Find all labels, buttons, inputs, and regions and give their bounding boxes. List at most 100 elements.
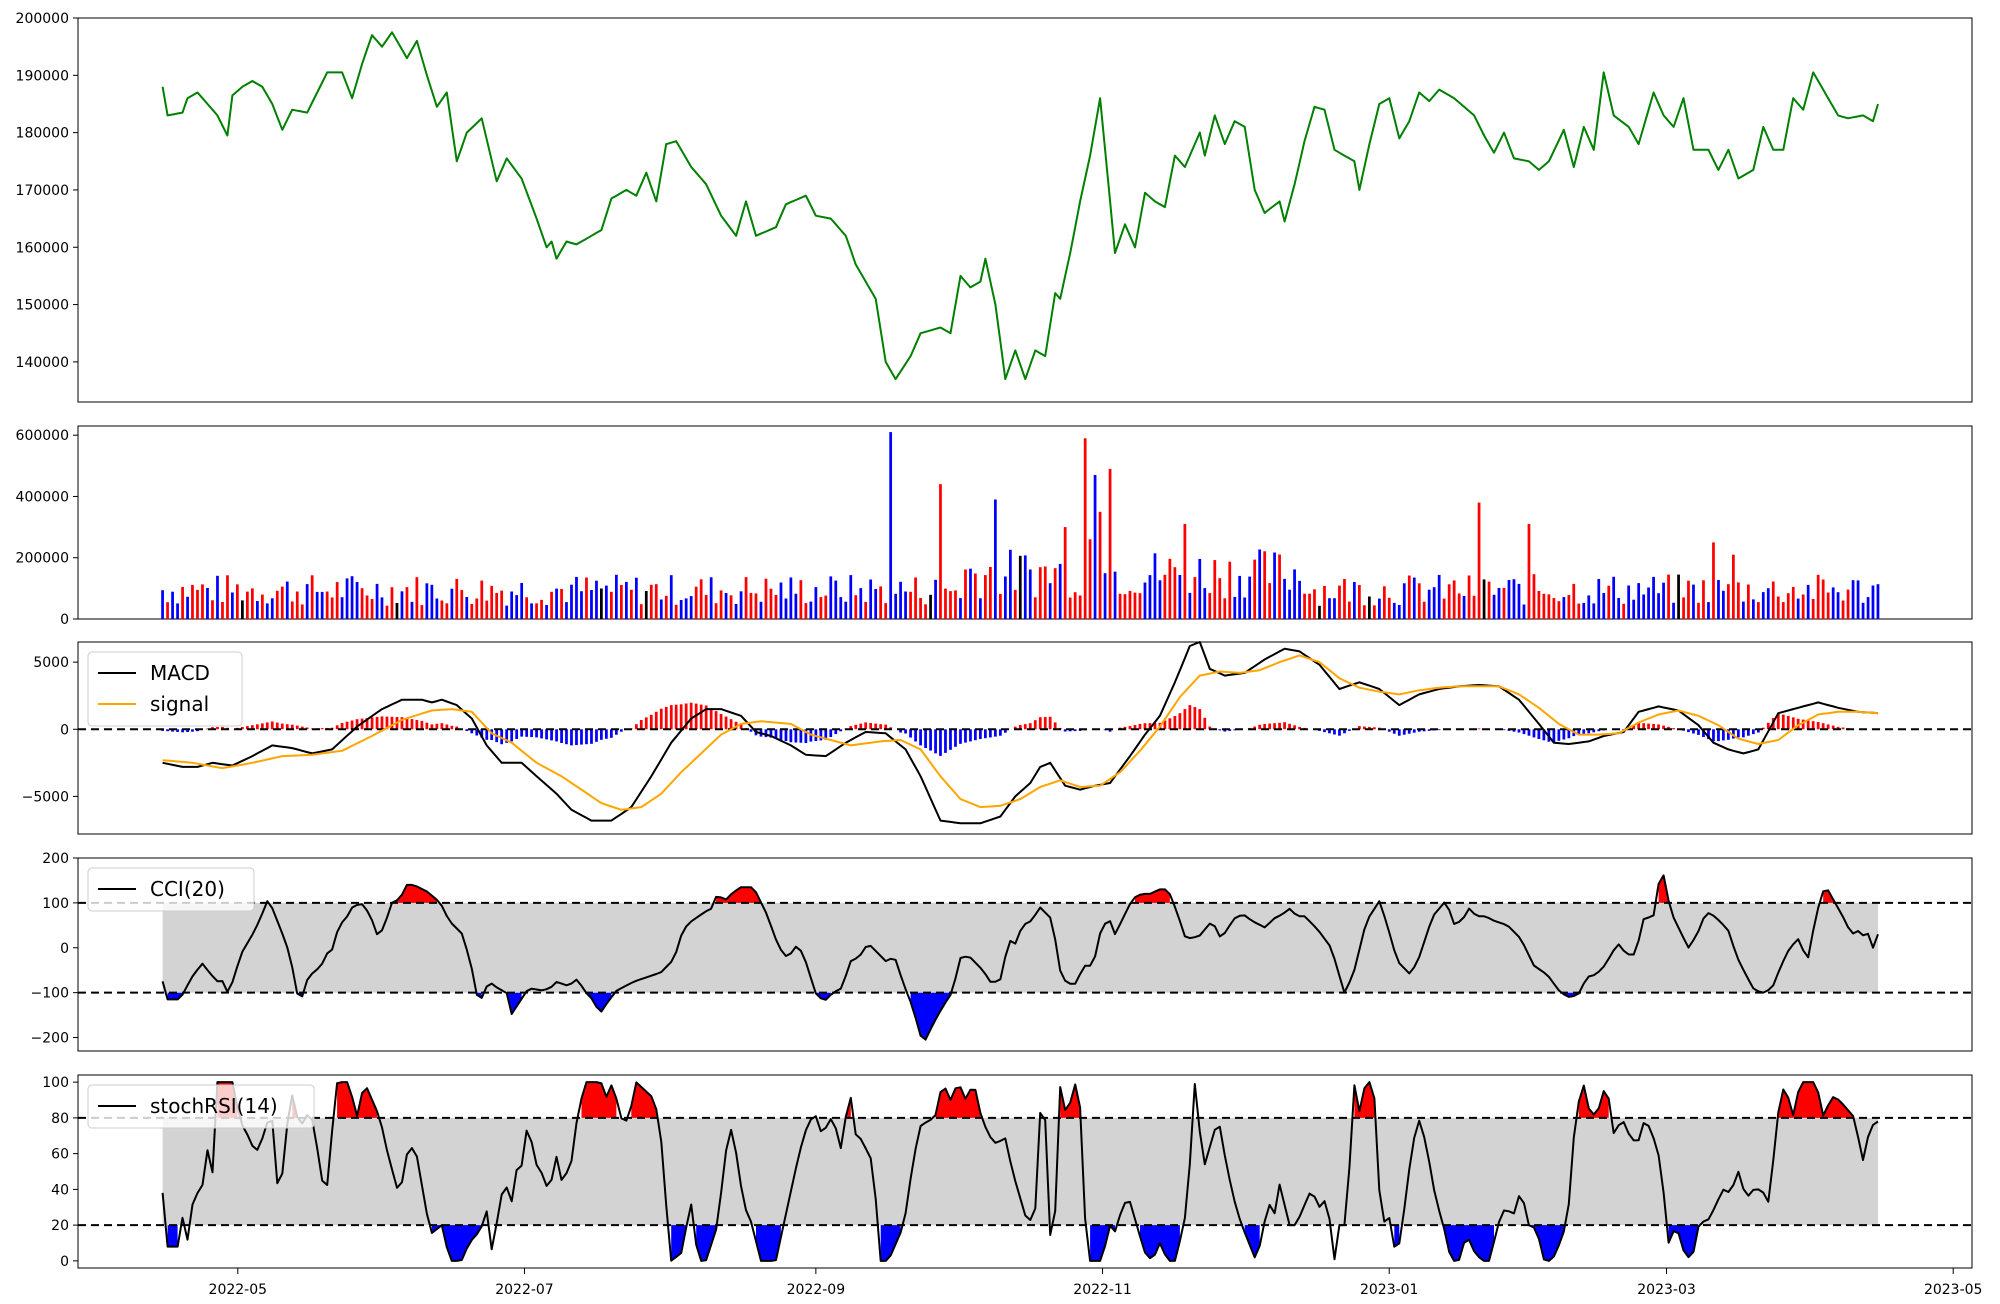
macd-histogram-bar bbox=[1781, 714, 1785, 730]
macd-histogram-bar bbox=[774, 729, 778, 739]
volume-bar bbox=[734, 604, 738, 619]
volume-bar bbox=[415, 577, 419, 619]
stochrsi-oversold-fill bbox=[671, 1225, 687, 1261]
macd-histogram-bar bbox=[864, 722, 868, 730]
volume-bar bbox=[1692, 584, 1695, 619]
volume-bar bbox=[625, 581, 628, 619]
volume-bar bbox=[849, 575, 853, 619]
macd-histogram-bar bbox=[186, 729, 189, 732]
volume-bar bbox=[340, 597, 344, 619]
macd-histogram-bar bbox=[410, 719, 414, 730]
macd-histogram-bar bbox=[1338, 729, 1341, 736]
volume-bar bbox=[1078, 595, 1082, 619]
volume-bar bbox=[1507, 580, 1511, 619]
volume-bar bbox=[1697, 602, 1700, 619]
volume-bar bbox=[819, 597, 823, 619]
macd-histogram-bar bbox=[1786, 716, 1790, 730]
macd-histogram-bar bbox=[580, 729, 583, 745]
price-line bbox=[161, 31, 1879, 381]
macd-histogram-bar bbox=[465, 729, 469, 731]
volume-bar bbox=[171, 591, 174, 619]
volume-bar bbox=[585, 577, 588, 619]
macd-histogram-bar bbox=[1273, 723, 1276, 730]
volume-bar bbox=[290, 601, 294, 619]
volume-bar bbox=[1791, 587, 1795, 619]
volume-ytick-label: 600000 bbox=[16, 428, 69, 444]
macd-histogram-bar bbox=[1402, 729, 1406, 735]
macd-histogram-bar bbox=[1632, 725, 1636, 730]
volume-bar bbox=[1727, 584, 1730, 619]
volume-bar bbox=[1866, 597, 1870, 619]
volume-bar bbox=[1208, 593, 1212, 619]
macd-histogram-bar bbox=[1373, 727, 1376, 730]
volume-bar bbox=[1811, 599, 1815, 619]
macd-histogram-bar bbox=[1712, 729, 1715, 742]
stochrsi-overbought-fill bbox=[581, 1082, 617, 1118]
macd-histogram-bar bbox=[575, 729, 578, 745]
macd-histogram-bar bbox=[909, 729, 912, 738]
x-tick-label: 2023-03 bbox=[1637, 1282, 1696, 1298]
volume-bar bbox=[1667, 574, 1670, 619]
macd-histogram-bar bbox=[246, 726, 249, 730]
volume-bar bbox=[1228, 561, 1232, 619]
macd-histogram-bar bbox=[1168, 718, 1172, 730]
cci-ytick-label: −200 bbox=[31, 1031, 69, 1047]
stochrsi-ytick-label: 100 bbox=[42, 1075, 69, 1091]
macd-histogram-bar bbox=[590, 729, 593, 744]
stochrsi-ytick-label: 40 bbox=[51, 1182, 69, 1198]
volume-bar bbox=[899, 581, 902, 619]
macd-histogram-bar bbox=[1477, 728, 1481, 730]
volume-bar bbox=[1567, 595, 1571, 619]
macd-histogram-bar bbox=[819, 729, 823, 741]
volume-bar bbox=[1098, 511, 1102, 619]
macd-histogram-bar bbox=[1323, 729, 1326, 733]
volume-bar bbox=[1562, 597, 1566, 619]
macd-histogram-bar bbox=[884, 724, 888, 730]
volume-bar bbox=[904, 591, 907, 619]
macd-histogram-bar bbox=[191, 729, 194, 732]
macd-histogram-bar bbox=[635, 724, 638, 730]
volume-bar bbox=[1163, 574, 1167, 619]
volume-bar bbox=[744, 577, 748, 619]
volume-bar bbox=[1133, 592, 1137, 619]
macd-histogram-bar bbox=[1348, 729, 1351, 731]
macd-histogram-bar bbox=[719, 714, 723, 730]
macd-histogram-bar bbox=[560, 729, 563, 743]
volume-bar bbox=[355, 582, 359, 619]
volume-bar bbox=[1662, 582, 1665, 619]
x-tick-label: 2022-05 bbox=[209, 1282, 268, 1298]
macd-histogram-bar bbox=[834, 729, 838, 735]
price-ytick-label: 180000 bbox=[16, 126, 69, 142]
macd-histogram-bar bbox=[1672, 728, 1675, 730]
volume-bar bbox=[345, 578, 349, 619]
cci-overbought-fill bbox=[1823, 890, 1834, 903]
volume-bar bbox=[615, 574, 618, 619]
macd-histogram-bar bbox=[251, 725, 254, 730]
volume-bar bbox=[1517, 583, 1521, 619]
cci-ytick-label: 0 bbox=[60, 941, 69, 957]
macd-histogram-bar bbox=[789, 729, 793, 743]
volume-bar bbox=[644, 591, 648, 619]
macd-histogram-bar bbox=[241, 727, 244, 730]
macd-histogram-bar bbox=[729, 719, 733, 730]
macd-histogram-bar bbox=[1288, 723, 1291, 730]
volume-bar bbox=[1432, 587, 1436, 619]
macd-histogram-bar bbox=[1836, 726, 1840, 730]
macd-histogram-bar bbox=[999, 729, 1002, 736]
volume-bar bbox=[275, 590, 279, 619]
volume-bar bbox=[1437, 574, 1441, 619]
signal-line bbox=[162, 654, 1879, 811]
macd-histogram-bar bbox=[610, 729, 613, 738]
volume-bar bbox=[869, 579, 873, 619]
volume-bar bbox=[201, 584, 204, 619]
volume-bar bbox=[1532, 574, 1536, 619]
volume-bar bbox=[1742, 601, 1745, 619]
macd-histogram-bar bbox=[1796, 718, 1800, 730]
volume-bar bbox=[1627, 585, 1631, 619]
volume-bar bbox=[1846, 589, 1850, 619]
macd-histogram-bar bbox=[1328, 729, 1331, 734]
price-ytick-label: 190000 bbox=[16, 68, 69, 84]
volume-bar bbox=[1831, 587, 1835, 619]
volume-bar bbox=[1442, 598, 1446, 619]
volume-bar bbox=[1218, 578, 1222, 619]
